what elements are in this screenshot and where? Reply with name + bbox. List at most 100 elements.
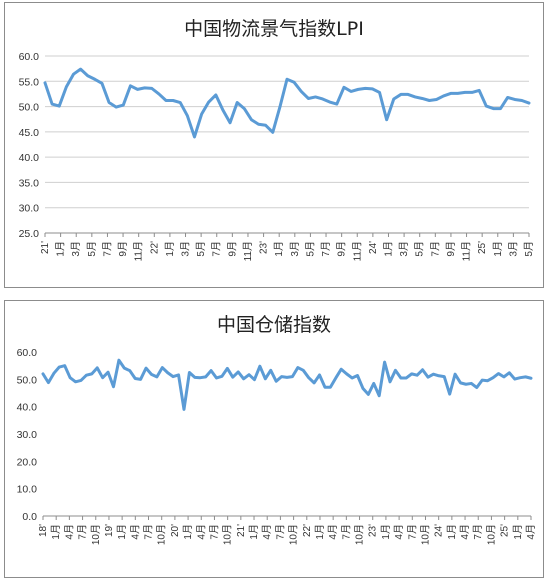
- x-tick-label: 7月: [340, 524, 352, 540]
- data-point: [388, 380, 392, 383]
- data-point: [257, 123, 260, 126]
- data-point: [410, 372, 413, 376]
- data-point: [364, 87, 367, 90]
- data-point: [428, 99, 431, 102]
- x-tick-label: 3月: [398, 241, 410, 257]
- data-point: [463, 91, 467, 94]
- lpi-x-ticks: 21' 1月 3月 5月 7月 9月 11月 22' 1月 3月 5月 7月 9月 11月 23' 1月 3月 5…: [40, 233, 535, 261]
- y-tick-label: 30.0: [17, 429, 38, 441]
- data-point: [107, 101, 111, 104]
- x-tick-label: 1月: [55, 241, 67, 257]
- y-tick-label: 0.0: [22, 511, 37, 523]
- data-point: [486, 379, 489, 382]
- data-point: [93, 78, 97, 81]
- data-point: [426, 375, 430, 379]
- x-tick-label: 7月: [406, 524, 418, 540]
- x-tick-label: 4月: [195, 524, 207, 540]
- data-point: [292, 81, 296, 84]
- warehouse-x-ticks: 18' 1月 4月 7月 10月 19' 1月 4月 7月 10月 20' 1月 4月 7月 10月 21' 1…: [38, 516, 537, 545]
- x-tick-label: 3月: [507, 241, 519, 257]
- data-point: [237, 370, 240, 374]
- data-point: [285, 376, 289, 379]
- x-tick-label: 1月: [492, 241, 504, 257]
- data-point: [497, 372, 500, 375]
- x-tick-label: 1月: [382, 241, 394, 257]
- y-tick-label: 10.0: [17, 484, 38, 496]
- x-tick-label: 4月: [393, 524, 405, 540]
- data-point: [506, 96, 509, 99]
- data-point: [314, 95, 317, 99]
- x-tick-label: 9月: [336, 241, 348, 257]
- data-point: [437, 374, 441, 377]
- data-point: [150, 373, 153, 376]
- y-tick-label: 30.0: [19, 203, 40, 215]
- x-tick-label: 23': [368, 524, 379, 537]
- data-point: [186, 114, 189, 117]
- x-tick-label: 4月: [327, 524, 339, 540]
- data-point: [177, 373, 180, 377]
- data-point: [139, 378, 142, 381]
- x-tick-label: 11月: [461, 241, 473, 261]
- data-point: [285, 78, 289, 81]
- y-tick-label: 60.0: [17, 347, 38, 359]
- data-point: [264, 124, 267, 127]
- data-point: [182, 408, 186, 411]
- data-point: [117, 359, 121, 362]
- data-point: [442, 94, 445, 98]
- data-point: [470, 91, 474, 94]
- x-tick-label: 23': [259, 241, 270, 254]
- data-point: [47, 381, 50, 384]
- x-tick-label: 1月: [446, 524, 458, 540]
- data-point: [312, 381, 316, 385]
- data-point: [123, 366, 126, 370]
- data-point: [300, 90, 303, 93]
- data-point: [453, 372, 457, 376]
- x-tick-label: 19': [104, 524, 115, 537]
- y-tick-label: 20.0: [17, 456, 38, 468]
- data-point: [204, 375, 207, 379]
- x-tick-label: 1月: [116, 524, 128, 540]
- x-tick-label: 10月: [222, 524, 234, 545]
- data-point: [150, 87, 153, 90]
- warehouse-series: [41, 358, 533, 411]
- x-tick-label: 1月: [273, 241, 285, 257]
- data-point: [226, 367, 229, 370]
- data-point: [90, 372, 94, 376]
- warehouse-y-ticks: 0.0 10.0 20.0 30.0 40.0 50.0 60.0: [17, 347, 38, 523]
- x-tick-label: 9月: [226, 241, 238, 257]
- data-point: [220, 375, 224, 378]
- data-point: [133, 377, 137, 380]
- data-point: [79, 379, 83, 382]
- data-point: [367, 393, 370, 396]
- data-point: [406, 93, 410, 96]
- x-tick-label: 3月: [289, 241, 301, 257]
- data-point: [122, 103, 125, 107]
- data-point: [378, 91, 381, 94]
- data-point: [502, 375, 506, 379]
- data-point: [492, 107, 495, 110]
- data-point: [513, 98, 516, 101]
- data-point: [432, 372, 435, 376]
- data-point: [361, 387, 365, 390]
- x-tick-label: 5月: [414, 241, 426, 257]
- data-point: [334, 376, 337, 380]
- lpi-gridlines: [45, 55, 529, 234]
- data-point: [340, 368, 343, 371]
- data-point: [65, 85, 68, 89]
- x-tick-label: 22': [149, 241, 160, 254]
- x-tick-label: 7月: [211, 241, 223, 257]
- data-point: [485, 104, 488, 108]
- data-point: [269, 369, 272, 372]
- x-tick-label: 1月: [248, 524, 260, 540]
- y-tick-label: 60.0: [19, 51, 40, 63]
- data-point: [491, 376, 495, 379]
- data-point: [518, 376, 522, 379]
- x-tick-label: 22': [302, 524, 313, 537]
- x-tick-label: 11月: [351, 241, 363, 261]
- data-point: [321, 97, 324, 101]
- data-point: [72, 73, 75, 76]
- data-point: [79, 67, 82, 71]
- x-tick-label: 4月: [261, 524, 273, 540]
- data-point: [52, 372, 56, 375]
- warehouse-chart-panel: 中国仓储指数 0.0 10.0 20.0 30.0 40.0 50.0 60.0 18' 1月…: [4, 300, 544, 578]
